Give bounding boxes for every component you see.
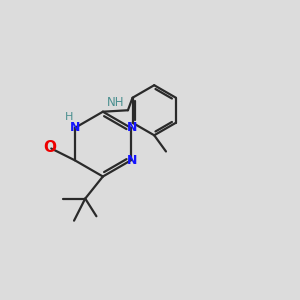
Text: N: N [127, 154, 138, 167]
Text: O: O [44, 140, 57, 154]
Text: NH: NH [107, 96, 124, 109]
Text: N: N [127, 122, 138, 134]
Text: N: N [70, 122, 80, 134]
Text: H: H [65, 112, 73, 122]
